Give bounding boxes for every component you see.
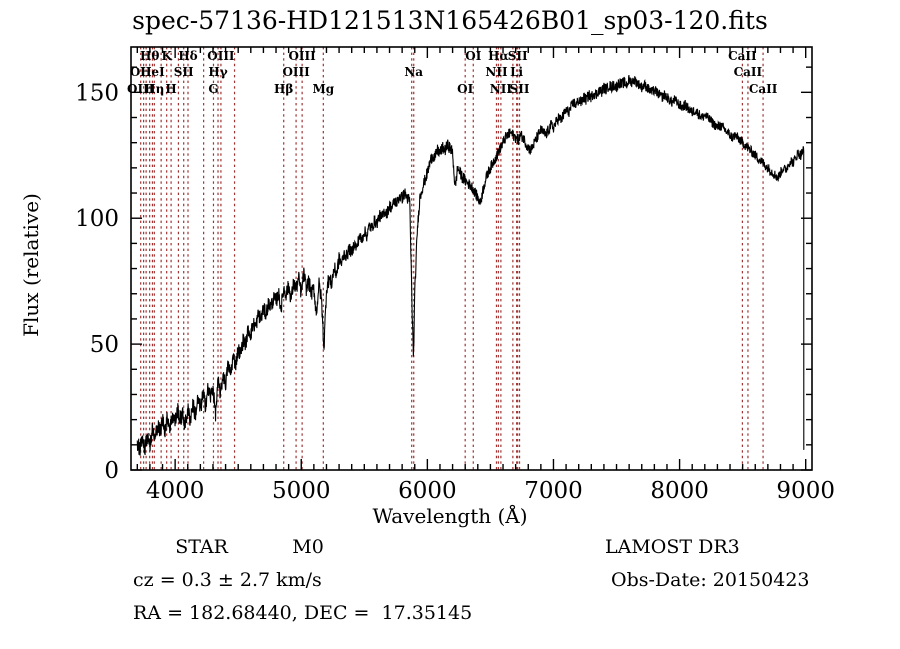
x-tick-label: 9000 <box>776 478 835 504</box>
spectral-line-label: OI <box>457 82 473 96</box>
spectral-line-label: CaII <box>734 65 763 79</box>
footer-spectral-class-value: M0 <box>292 536 324 558</box>
x-tick-label: 8000 <box>650 478 709 504</box>
spectral-line-label: OI <box>465 49 481 63</box>
spectral-line-label: OII <box>130 65 152 79</box>
spectral-line-label: Li <box>510 65 523 79</box>
x-tick-label: 7000 <box>524 478 583 504</box>
axis-frame <box>130 46 813 471</box>
spectral-line-label: H <box>165 82 176 96</box>
y-axis-title: Flux (relative) <box>19 193 43 337</box>
spectral-line-labels: OIIOIIIHθHηHeIKHSIIHδGHγOIIIHβOIIIOIIIMg… <box>127 49 778 96</box>
footer-object-type: STAR M0 <box>133 536 354 558</box>
spectral-line-label: Hη <box>144 82 164 96</box>
spectral-line-label: Mg <box>312 82 334 96</box>
spectral-line-label: OIII <box>207 49 235 63</box>
spectral-line-label: CaII <box>749 82 778 96</box>
spectral-line-label: Hβ <box>274 82 293 96</box>
page-title: spec-57136-HD121513N165426B01_sp03-120.f… <box>132 6 768 35</box>
spectral-line-label: OIII <box>282 65 310 79</box>
spectral-line-label: NII <box>490 82 513 96</box>
footer-survey: LAMOST DR3 <box>605 536 740 558</box>
spectral-line-label: OIII <box>127 82 155 96</box>
spectral-line-markers <box>140 47 764 470</box>
spectral-line-label: NII <box>485 65 508 79</box>
footer-cz: cz = 0.3 ± 2.7 km/s <box>133 569 322 591</box>
x-axis-title: Wavelength (Å) <box>372 503 527 528</box>
spectral-line-label: Na <box>404 65 423 79</box>
spectral-line-label: SII <box>510 82 530 96</box>
spectral-line-label: HeI <box>140 65 165 79</box>
spectral-line-label: SII <box>174 65 194 79</box>
spectral-line-label: Hα <box>488 49 509 63</box>
axis-tick-labels: 4000 5000 6000 7000 8000 9000 0 50 100 150 <box>75 80 835 504</box>
x-tick-label: 4000 <box>146 478 205 504</box>
spectrum-trace <box>136 74 805 456</box>
footer-object-type-value: STAR <box>175 536 228 558</box>
axis-tick-marks <box>131 47 812 471</box>
spectral-line-label: Hδ <box>178 49 197 63</box>
spectral-line-label: SII <box>508 49 528 63</box>
spectral-line-label: Hθ <box>140 49 159 63</box>
x-tick-label: 5000 <box>272 478 331 504</box>
spectral-line-label: OIII <box>288 49 316 63</box>
spectral-line-label: CaII <box>728 49 757 63</box>
spectral-line-label: K <box>161 49 172 63</box>
spectral-line-label: Hγ <box>208 65 227 79</box>
y-tick-label: 150 <box>75 80 119 106</box>
y-tick-label: 50 <box>90 332 119 358</box>
spectral-line-label: G <box>208 82 218 96</box>
footer-coordinates: RA = 182.68440, DEC = 17.35145 <box>133 602 472 624</box>
y-tick-label: 0 <box>104 458 119 484</box>
x-tick-label: 6000 <box>398 478 457 504</box>
footer-obs-date: Obs-Date: 20150423 <box>611 569 810 591</box>
y-tick-label: 100 <box>75 206 119 232</box>
